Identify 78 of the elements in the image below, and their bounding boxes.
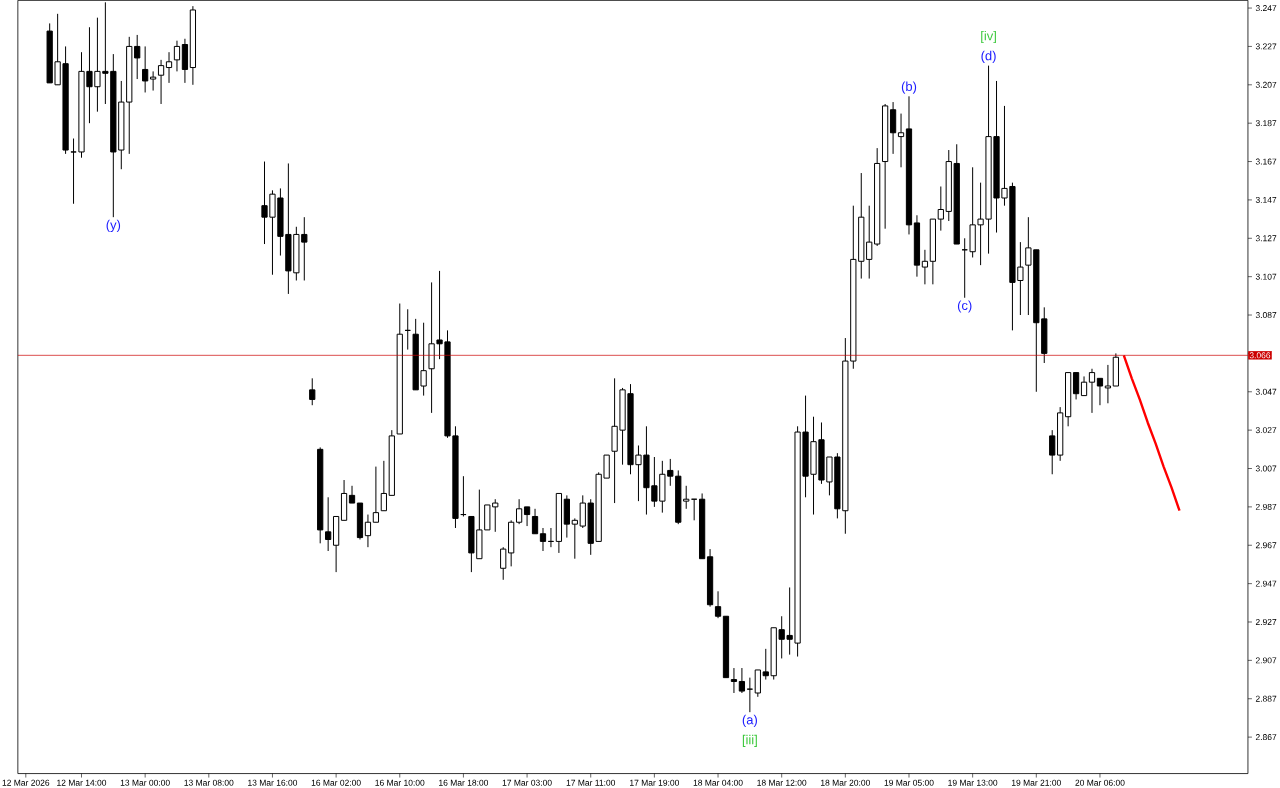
x-tick-label: 13 Mar 08:00 [184, 779, 234, 786]
x-tick-label: 17 Mar 03:00 [502, 779, 552, 786]
annotation: (c) [957, 300, 972, 313]
y-tick-label: 3.047 [1255, 388, 1277, 395]
candlestick [1072, 372, 1080, 401]
candlestick [142, 46, 149, 94]
y-tick-label: 3.207 [1255, 81, 1277, 88]
candlestick [1088, 368, 1096, 414]
annotation: [iv] [981, 31, 996, 44]
annotation: (y) [106, 220, 121, 233]
candlestick [730, 667, 738, 694]
candlestick [157, 59, 165, 105]
x-tick-label: 12 Mar 14:00 [57, 779, 107, 786]
candlestick [500, 546, 507, 581]
candlestick [754, 669, 761, 698]
y-tick-label: 2.907 [1255, 657, 1277, 664]
candlestick [149, 71, 157, 92]
y-tick-label: 2.947 [1255, 580, 1277, 587]
x-tick-label: 18 Mar 04:00 [693, 779, 743, 786]
candlestick [1080, 376, 1088, 397]
candlestick [364, 514, 372, 548]
x-tick-label: 12 Mar 2026 [2, 779, 50, 786]
candlestick [531, 508, 539, 535]
annotation: (d) [981, 50, 996, 64]
candlestick [714, 590, 722, 619]
candlestick [937, 186, 944, 232]
candlestick [309, 377, 316, 406]
y-tick-label: 3.027 [1255, 427, 1277, 434]
candlestick [1104, 364, 1112, 404]
x-tick-label: 17 Mar 19:00 [630, 779, 680, 786]
candlestick [173, 40, 181, 72]
candlestick [70, 138, 77, 205]
y-tick-label: 2.887 [1255, 695, 1277, 702]
y-tick-label: 3.127 [1255, 235, 1277, 242]
x-tick-label: 16 Mar 10:00 [375, 779, 425, 786]
candlestick [325, 496, 332, 552]
ref-line-label: 3.066 [1249, 352, 1271, 359]
x-tick-label: 16 Mar 18:00 [439, 779, 489, 786]
line-series [1122, 354, 1181, 513]
annotation: [iii] [742, 734, 757, 748]
candlestick [897, 113, 905, 168]
x-tick-label: 18 Mar 20:00 [821, 779, 870, 786]
candlestick [738, 667, 746, 694]
candlestick [539, 527, 547, 552]
annotation: (b) [901, 81, 917, 94]
y-tick-label: 2.927 [1255, 619, 1277, 626]
y-tick-label: 2.987 [1255, 504, 1277, 511]
y-tick-label: 3.187 [1255, 120, 1277, 127]
candlestick [921, 249, 929, 285]
candlestick [380, 460, 387, 512]
x-tick-label: 16 Mar 02:00 [311, 779, 361, 786]
y-tick-label: 2.967 [1255, 542, 1277, 549]
y-tick-label: 3.167 [1255, 158, 1277, 165]
y-tick-label: 3.227 [1255, 43, 1277, 50]
x-tick-label: 19 Mar 21:00 [1011, 779, 1061, 786]
x-tick-label: 13 Mar 00:00 [120, 779, 170, 786]
candlestick [746, 677, 753, 713]
candlestick [165, 51, 173, 84]
y-tick-label: 3.007 [1255, 465, 1277, 472]
x-tick-label: 18 Mar 12:00 [757, 779, 807, 786]
x-tick-label: 19 Mar 05:00 [884, 779, 934, 786]
y-tick-label: 3.247 [1255, 5, 1277, 12]
candlestick [348, 485, 356, 504]
x-tick-label: 13 Mar 16:00 [248, 779, 298, 786]
annotation: (a) [742, 714, 757, 728]
candlestick [1049, 429, 1056, 475]
candlestick [889, 101, 897, 155]
y-tick-label: 3.147 [1255, 197, 1277, 204]
x-tick-label: 19 Mar 13:00 [948, 779, 998, 786]
candlestick [523, 506, 531, 527]
y-tick-label: 3.107 [1255, 273, 1277, 280]
x-tick-label: 17 Mar 11:00 [566, 779, 616, 786]
y-tick-label: 2.867 [1255, 734, 1277, 741]
candlestick [372, 466, 380, 523]
candlestick [1096, 377, 1104, 406]
y-tick-label: 3.087 [1255, 312, 1277, 319]
x-tick-label: 20 Mar 06:00 [1075, 779, 1125, 786]
candlestick [515, 498, 523, 525]
